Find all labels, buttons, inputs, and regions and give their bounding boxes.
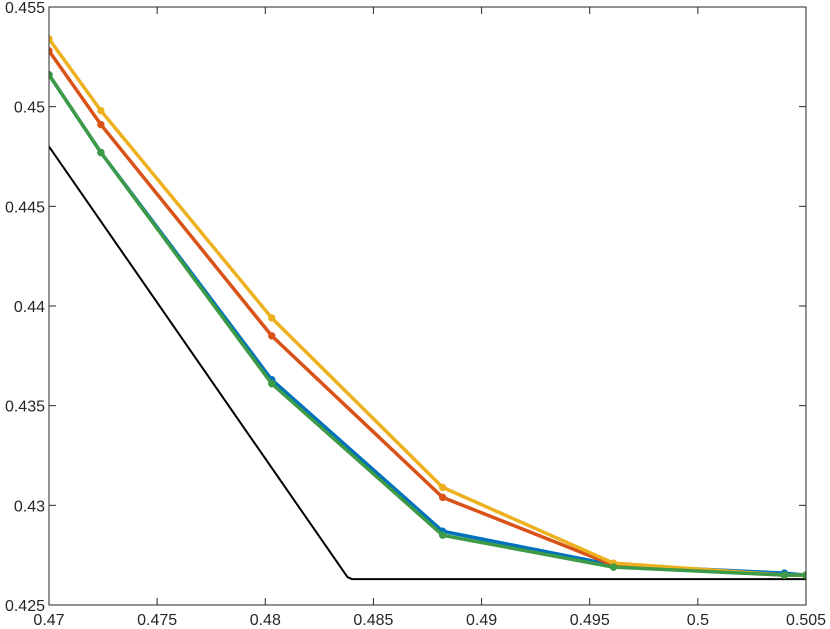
- x-tick-label: 0.485: [353, 612, 393, 629]
- x-tick-label: 0.505: [786, 612, 826, 629]
- data-point: [49, 35, 53, 43]
- y-tick-label: 0.43: [14, 498, 45, 515]
- data-point: [268, 314, 276, 322]
- x-tick-label: 0.5: [687, 612, 709, 629]
- data-point: [268, 380, 276, 388]
- series-line: [49, 145, 806, 581]
- data-point: [780, 571, 789, 579]
- x-tick-label: 0.475: [137, 612, 177, 629]
- plot-area: [49, 7, 806, 605]
- axes-box: [48, 6, 807, 606]
- series-layer: [49, 35, 806, 581]
- data-point: [49, 47, 53, 55]
- x-tick-label: 0.48: [250, 612, 281, 629]
- data-point: [438, 493, 447, 502]
- y-tick-label: 0.425: [5, 598, 45, 615]
- x-tick-label: 0.47: [33, 612, 64, 629]
- x-tick-label: 0.49: [466, 612, 497, 629]
- data-point: [97, 148, 105, 157]
- y-tick-label: 0.445: [5, 199, 45, 216]
- y-tick-label: 0.44: [14, 299, 45, 316]
- series-0: [49, 145, 806, 581]
- x-tick-label: 0.495: [570, 612, 610, 629]
- data-point: [438, 531, 447, 539]
- data-point: [49, 71, 53, 79]
- y-tick-label: 0.45: [14, 100, 45, 117]
- data-point: [438, 483, 447, 492]
- y-tick-label: 0.455: [5, 0, 45, 17]
- data-point: [268, 332, 276, 340]
- data-point: [97, 120, 105, 129]
- y-tick-label: 0.435: [5, 399, 45, 416]
- data-point: [609, 563, 618, 571]
- data-point: [97, 106, 105, 115]
- ticks-layer: 0.47 0.475 0.48 0.485 0.49 0.495 0.5 0.505 0.425…: [5, 0, 826, 629]
